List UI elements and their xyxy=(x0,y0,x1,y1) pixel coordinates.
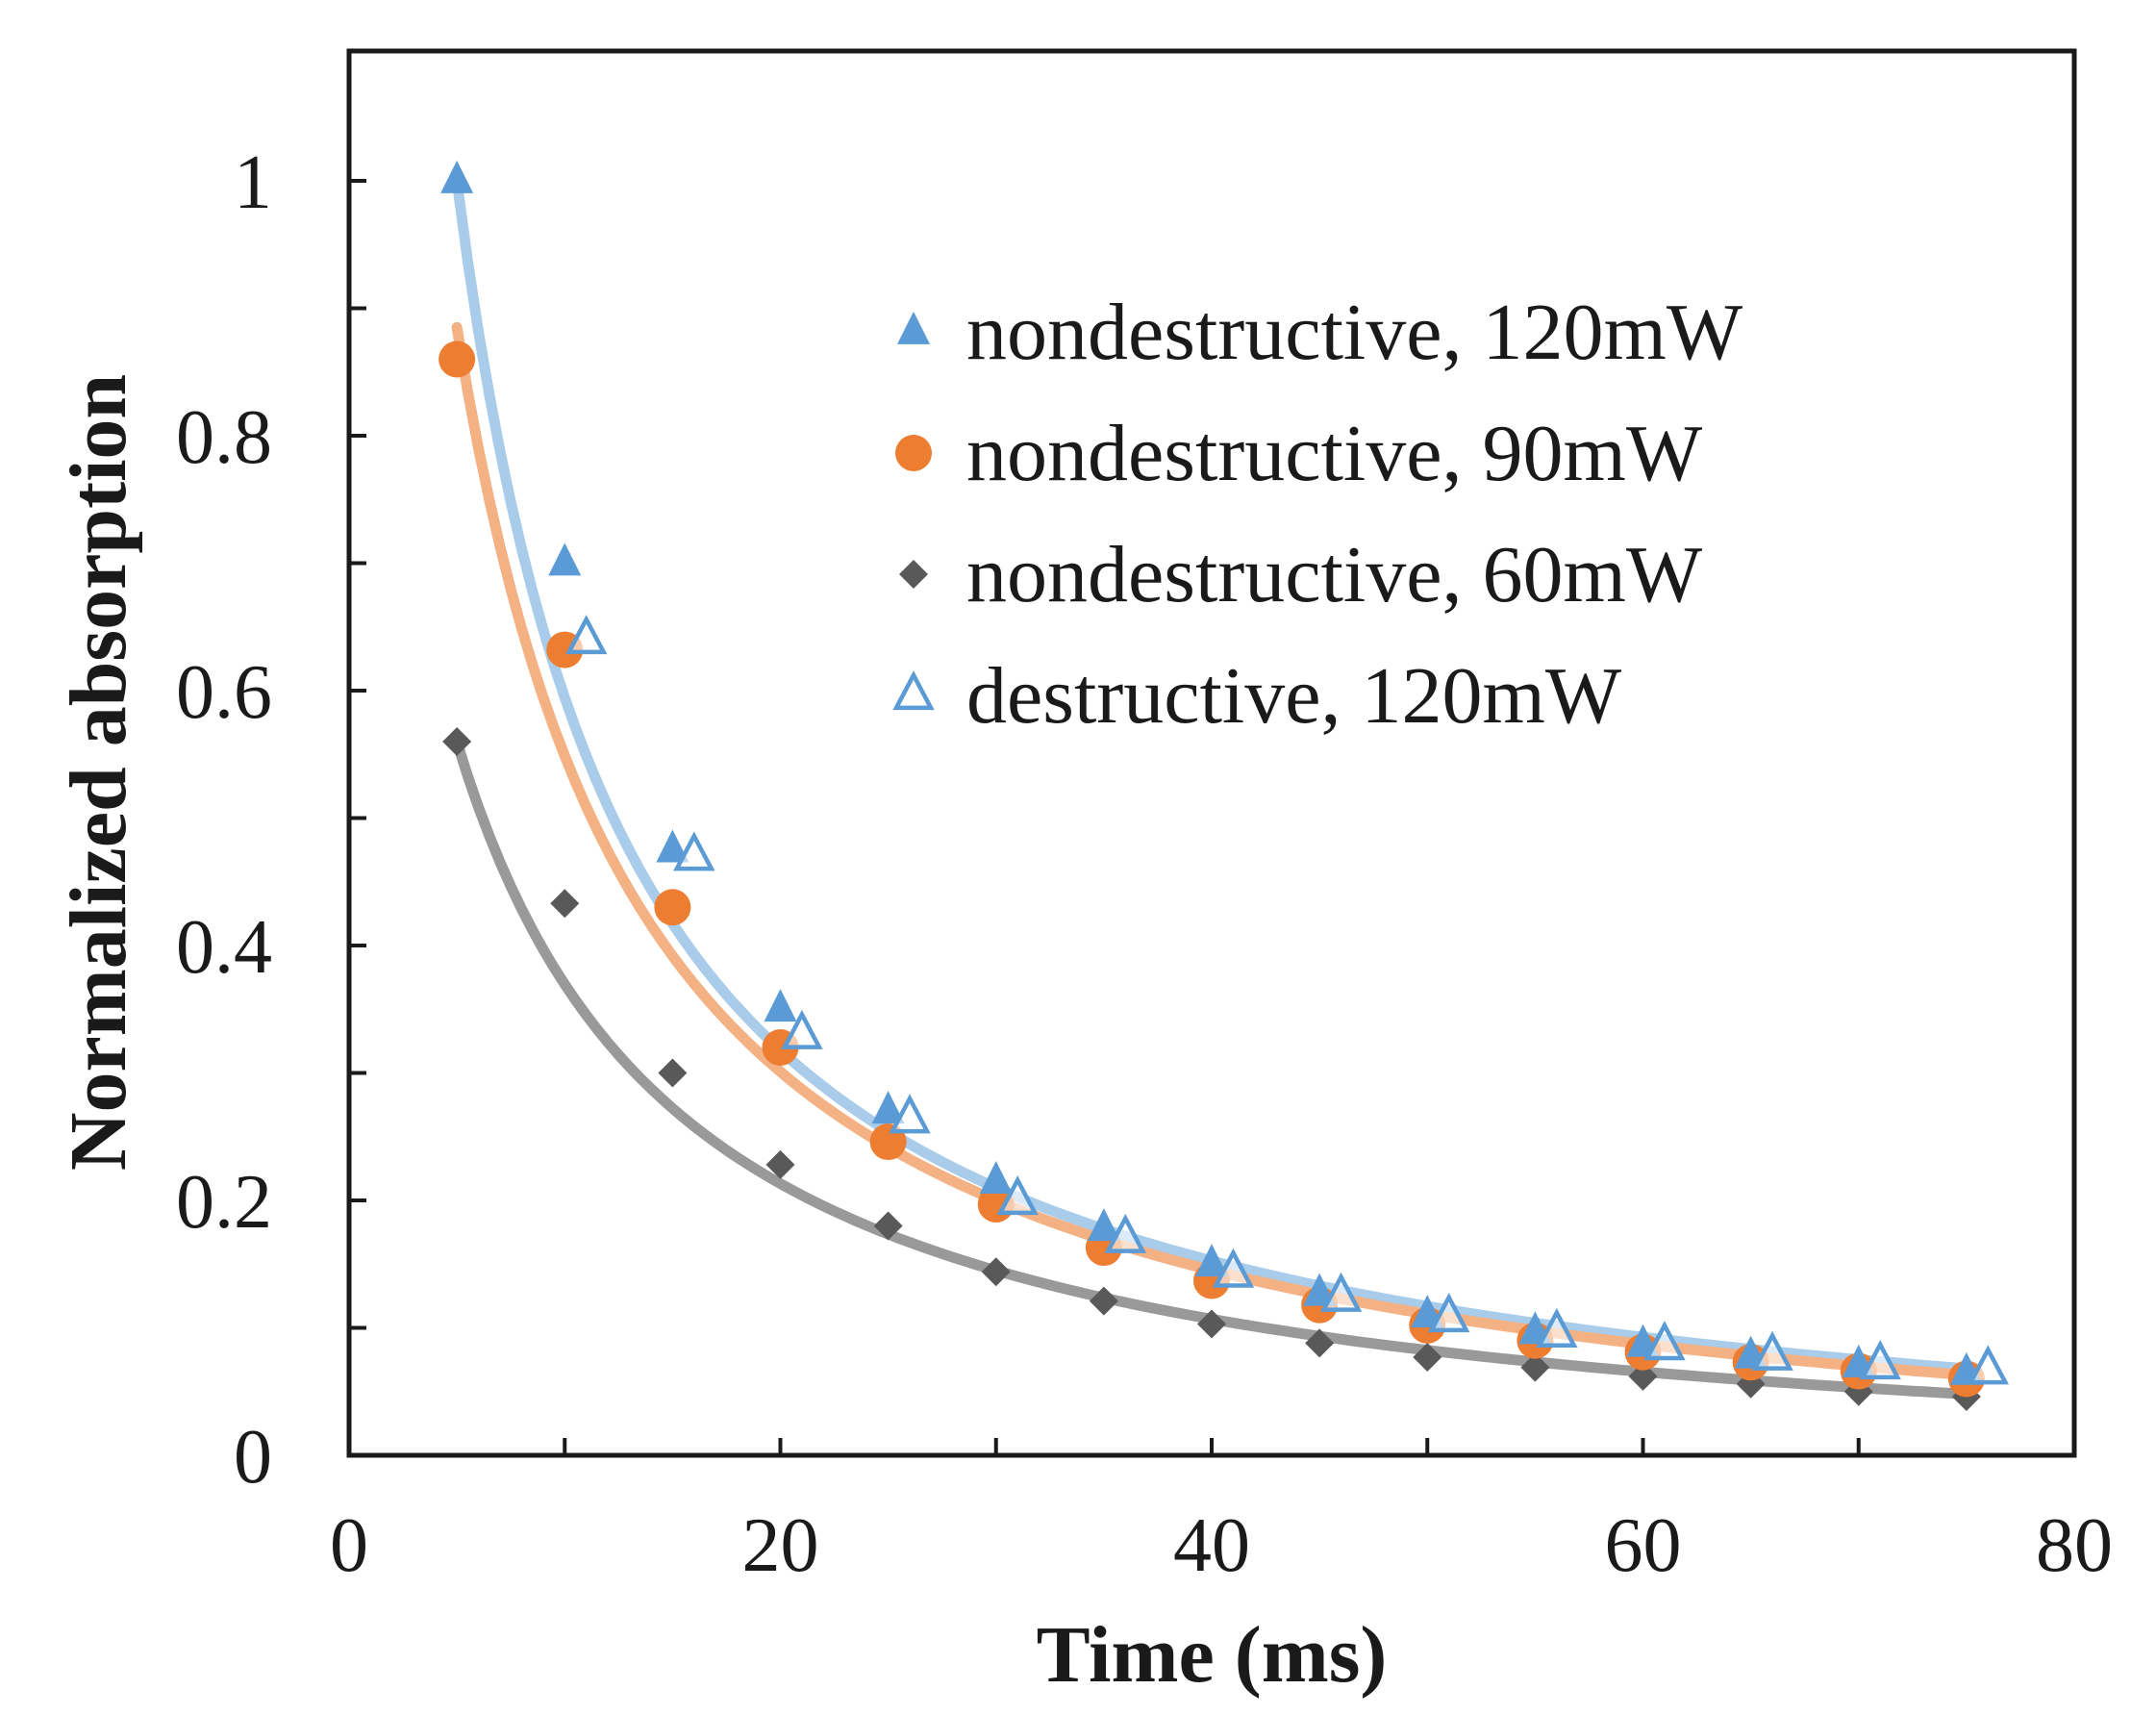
data-point xyxy=(1520,1352,1550,1382)
data-point xyxy=(996,1175,1039,1216)
legend-marker-series-2 xyxy=(895,435,932,471)
data-point xyxy=(656,829,689,863)
data-point xyxy=(871,1091,905,1124)
data-point xyxy=(440,160,474,193)
data-point xyxy=(550,889,580,919)
x-axis-title: Time (ms) xyxy=(1037,1610,1388,1700)
data-point xyxy=(873,1211,903,1241)
legend-label-series-1: nondestructive, 120mW xyxy=(966,288,1743,377)
data-point xyxy=(1212,1248,1255,1288)
data-point xyxy=(1628,1361,1658,1391)
legend-label-series-3: nondestructive, 60mW xyxy=(966,530,1703,619)
data-point xyxy=(548,542,582,576)
series-3-markers xyxy=(442,727,1981,1412)
data-point xyxy=(1427,1293,1470,1333)
data-points xyxy=(439,160,2010,1412)
y-tick-label: 0.6 xyxy=(176,650,272,735)
data-point xyxy=(1104,1213,1147,1253)
data-point xyxy=(1536,1307,1578,1348)
data-point xyxy=(564,615,608,655)
data-point xyxy=(979,1161,1013,1195)
legend-marker-series-1 xyxy=(897,311,930,344)
data-point xyxy=(1967,1345,2010,1385)
x-tick-label: 60 xyxy=(1605,1503,1682,1588)
data-point xyxy=(658,1058,688,1088)
data-point xyxy=(1859,1340,1901,1380)
legend-label-series-2: nondestructive, 90mW xyxy=(966,409,1703,498)
data-point xyxy=(981,1257,1011,1287)
legend: nondestructive, 120mW nondestructive, 90m… xyxy=(892,288,1743,741)
data-point xyxy=(1195,1244,1228,1277)
x-tick-label: 40 xyxy=(1173,1503,1250,1588)
legend-label-series-4: destructive, 120mW xyxy=(966,651,1622,741)
data-point xyxy=(654,889,691,926)
y-tick-label: 1 xyxy=(234,140,272,225)
legend-marker-series-3 xyxy=(899,560,928,589)
data-point xyxy=(765,1149,795,1179)
data-point xyxy=(673,831,715,871)
data-point xyxy=(1087,1208,1120,1242)
data-point xyxy=(1197,1309,1226,1339)
data-point xyxy=(889,1094,931,1134)
x-tick-label: 80 xyxy=(2036,1503,2113,1588)
y-tick-label: 0.2 xyxy=(176,1160,272,1245)
data-point xyxy=(1319,1272,1363,1312)
y-tick-label: 0.4 xyxy=(176,905,272,990)
y-tick-label: 0.8 xyxy=(176,395,272,480)
x-tick-label: 20 xyxy=(742,1503,819,1588)
series-4-markers xyxy=(564,615,2010,1385)
data-point xyxy=(442,727,472,756)
axis-ticks: 0 20 40 60 80 0 0.2 0.4 0.6 0.8 1 xyxy=(176,140,2113,1588)
y-tick-label: 0 xyxy=(234,1415,272,1500)
data-point xyxy=(781,1009,823,1049)
data-point xyxy=(439,340,476,378)
data-point xyxy=(1305,1328,1335,1358)
data-point xyxy=(1413,1342,1442,1372)
series-2-markers xyxy=(439,340,1985,1398)
legend-marker-series-4 xyxy=(892,670,935,711)
data-point xyxy=(1089,1286,1118,1316)
x-tick-label: 0 xyxy=(330,1503,368,1588)
data-point xyxy=(1751,1330,1793,1371)
data-point xyxy=(764,989,797,1022)
data-point xyxy=(1643,1321,1686,1361)
y-axis-title: Normalized absorption xyxy=(54,374,143,1171)
